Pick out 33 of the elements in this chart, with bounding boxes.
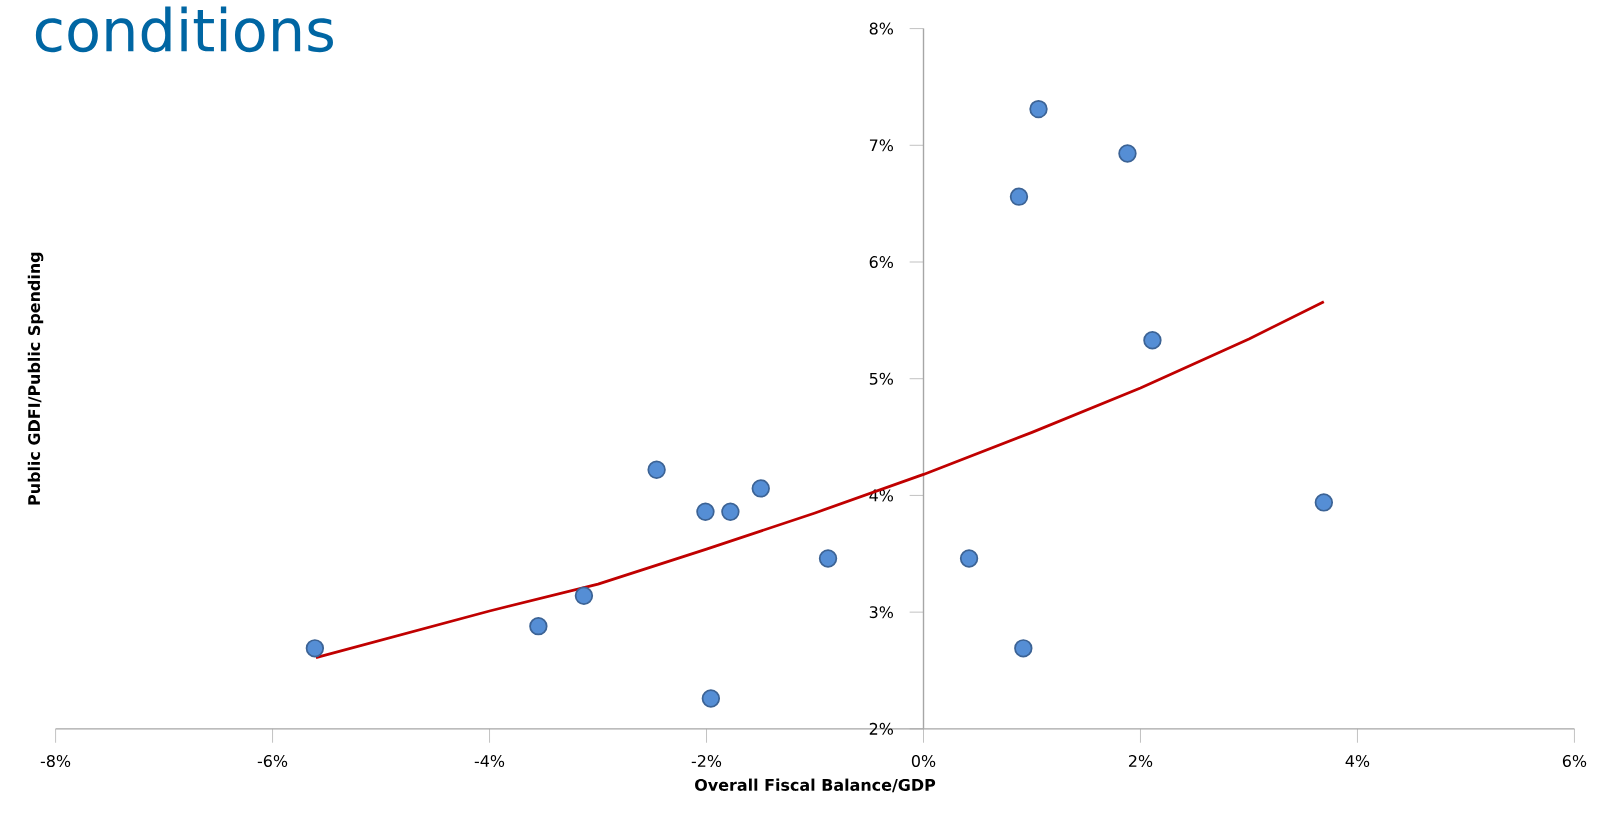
x-tick-label: -4% [474, 755, 505, 768]
x-tick-label: 0% [911, 755, 936, 768]
point [701, 689, 721, 708]
point [751, 479, 770, 498]
x-tick-label: 6% [1562, 755, 1587, 768]
point [1314, 493, 1334, 512]
point [647, 460, 666, 480]
point [1009, 187, 1029, 206]
point [818, 549, 838, 568]
point [696, 502, 715, 522]
x-tick-label: -8% [40, 755, 71, 768]
point [574, 586, 594, 606]
y-tick-label: 5% [869, 372, 894, 385]
point [1143, 331, 1162, 350]
point [529, 617, 548, 636]
point [1029, 100, 1048, 119]
y-tick-label: 8% [869, 22, 894, 35]
y-tick-label: 3% [869, 606, 894, 619]
chart-title: conditions [35, 6, 333, 53]
x-tick-label: 4% [1345, 755, 1370, 768]
point [959, 549, 979, 568]
x-tick-label: -6% [257, 755, 288, 768]
x-axis-title: Overall Fiscal Balance/GDP [695, 778, 936, 793]
y-tick-label: 7% [869, 139, 894, 152]
point [305, 639, 325, 658]
y-tick-label: 2% [869, 723, 894, 736]
point [1118, 144, 1137, 163]
x-tick-label: 2% [1128, 755, 1153, 768]
point [1014, 639, 1033, 658]
x-tick-label: -2% [691, 755, 722, 768]
point [721, 502, 740, 522]
y-tick-label: 6% [869, 256, 894, 269]
y-axis-title: Public GDFI/Public Spending [27, 252, 44, 505]
